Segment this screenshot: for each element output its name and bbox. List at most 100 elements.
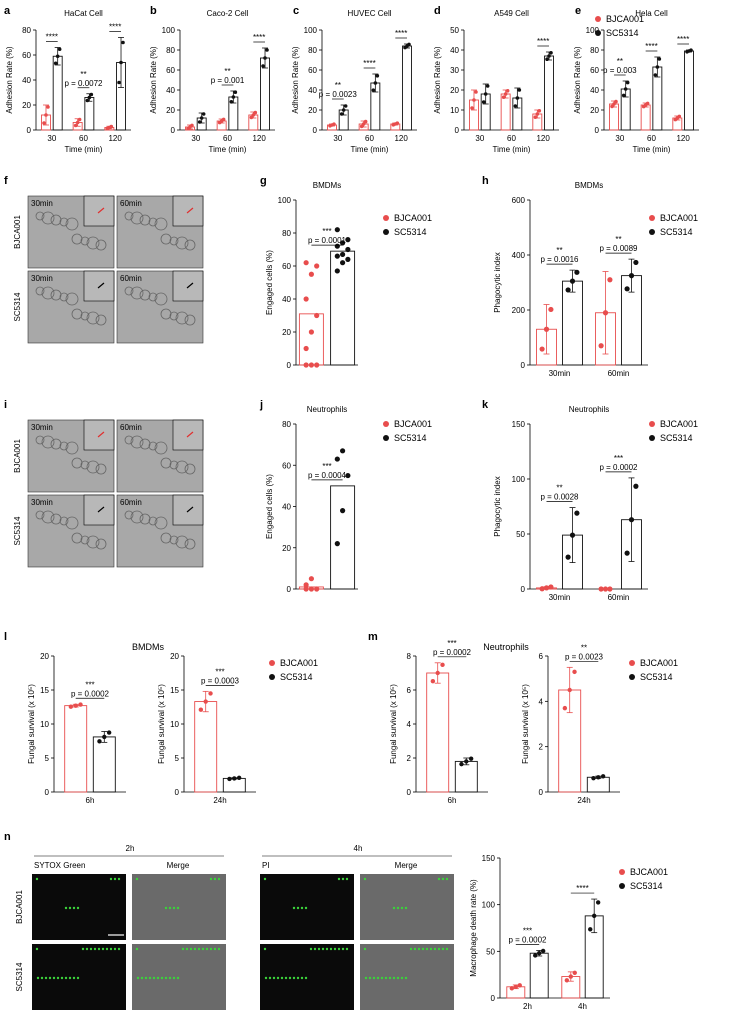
fluorescent-dot — [392, 906, 396, 910]
fluorescent-dot — [93, 947, 97, 951]
bar-bjca001 — [194, 701, 218, 793]
legend-marker-bjca001 — [383, 215, 389, 221]
cell-shape — [41, 510, 55, 524]
significance-stars: ** — [617, 57, 623, 66]
legend-label-sc5314: SC5314 — [660, 227, 693, 237]
legend-label-sc5314: SC5314 — [660, 433, 693, 443]
cell-shape — [86, 311, 100, 325]
x-tick-label: 30 — [615, 134, 624, 143]
fluorescent-dot — [396, 976, 400, 980]
legend-label-bjca001: BJCA001 — [394, 213, 432, 223]
data-point — [345, 246, 351, 253]
y-tick-label: 60 — [308, 66, 317, 75]
y-tick-label: 20 — [308, 106, 317, 115]
fluorescent-dot — [337, 947, 341, 951]
significance-stars: *** — [447, 639, 456, 648]
fluorescent-dot — [313, 947, 317, 951]
fluorescent-dot — [400, 976, 404, 980]
y-tick-label: 600 — [512, 196, 526, 205]
fluorescent-dot — [68, 906, 72, 910]
y-tick-label: 100 — [512, 475, 526, 484]
data-point — [57, 47, 62, 52]
data-point — [340, 448, 346, 454]
data-point — [485, 84, 490, 88]
arrow-icon — [97, 506, 105, 513]
fluorescent-dot — [396, 906, 400, 910]
p-value-label: p = 0.0004 — [308, 471, 347, 480]
data-point — [340, 251, 346, 258]
time-label: 60min — [120, 498, 142, 507]
panel-letter-k: k — [482, 399, 489, 411]
cell-shape — [65, 516, 79, 530]
data-point — [548, 584, 554, 590]
panel-letter-b: b — [150, 5, 157, 17]
cell-shape — [86, 535, 100, 549]
data-point — [545, 57, 549, 61]
cell-shape — [50, 438, 62, 450]
panel-letter-l: l — [4, 631, 7, 643]
data-point — [624, 550, 630, 556]
legend-label-sc5314: SC5314 — [630, 881, 663, 891]
p-value-label: p = 0.0028 — [540, 493, 579, 502]
data-point — [303, 582, 309, 588]
inset-image — [83, 419, 115, 451]
fluorescent-dot — [363, 877, 367, 881]
fluorescent-dot — [392, 976, 396, 980]
x-tick-label: 60 — [647, 134, 656, 143]
data-point — [568, 974, 573, 979]
data-point — [600, 774, 606, 779]
data-point — [503, 92, 508, 96]
cell-shape — [148, 441, 158, 451]
data-point — [513, 984, 518, 989]
data-point — [623, 87, 628, 91]
x-tick-label: 24h — [213, 796, 226, 805]
p-value-label: p = 0.0002 — [433, 648, 472, 657]
chart-l1: 0 5 10 15 20 Fungal survival (x 10⁵) 6h p = 0.0… — [27, 652, 126, 805]
data-point — [340, 260, 346, 266]
x-axis-label: Time (min) — [493, 145, 531, 154]
image-column-label: Merge — [167, 861, 190, 870]
significance-stars: **** — [576, 884, 588, 893]
chart-title: Caco-2 Cell — [207, 9, 249, 18]
arrow-icon — [97, 282, 105, 289]
y-tick-label: 0 — [491, 994, 496, 1003]
fluorescence-image — [32, 944, 126, 1010]
cell-shape — [130, 435, 144, 449]
fluorescent-dot — [400, 906, 404, 910]
fluorescent-dot — [409, 947, 413, 951]
y-tick-label: 60 — [282, 262, 291, 271]
y-tick-label: 100 — [304, 26, 318, 35]
legend-label-sc5314: SC5314 — [606, 28, 639, 38]
y-tick-label: 20 — [590, 106, 599, 115]
data-point — [334, 227, 340, 233]
data-point — [339, 112, 344, 116]
legend-label-bjca001: BJCA001 — [660, 213, 698, 223]
data-point — [607, 277, 613, 283]
data-point — [533, 115, 538, 119]
bar-sc5314 — [544, 55, 554, 131]
legend-label-bjca001: BJCA001 — [660, 419, 698, 429]
data-point — [314, 263, 320, 269]
data-point — [97, 739, 102, 744]
cell-shape — [130, 286, 144, 300]
y-tick-label: 200 — [512, 306, 526, 315]
cell-shape — [35, 435, 45, 445]
arrow-icon — [186, 506, 194, 513]
arrow-icon — [97, 431, 105, 438]
data-point — [430, 678, 436, 684]
cell-shape — [41, 286, 55, 300]
fluorescent-dot — [113, 947, 117, 951]
fluorescent-dot — [64, 906, 68, 910]
data-point — [645, 101, 650, 106]
data-point — [689, 48, 693, 52]
data-point — [598, 343, 604, 349]
data-point — [233, 90, 238, 94]
y-tick-label: 5 — [175, 754, 180, 763]
fluorescent-dot — [164, 976, 168, 980]
significance-stars: **** — [537, 37, 549, 46]
y-tick-label: 20 — [22, 101, 31, 110]
fluorescent-dot — [135, 877, 139, 881]
x-tick-label: 60 — [79, 134, 88, 143]
x-axis-label: Time (min) — [351, 145, 389, 154]
